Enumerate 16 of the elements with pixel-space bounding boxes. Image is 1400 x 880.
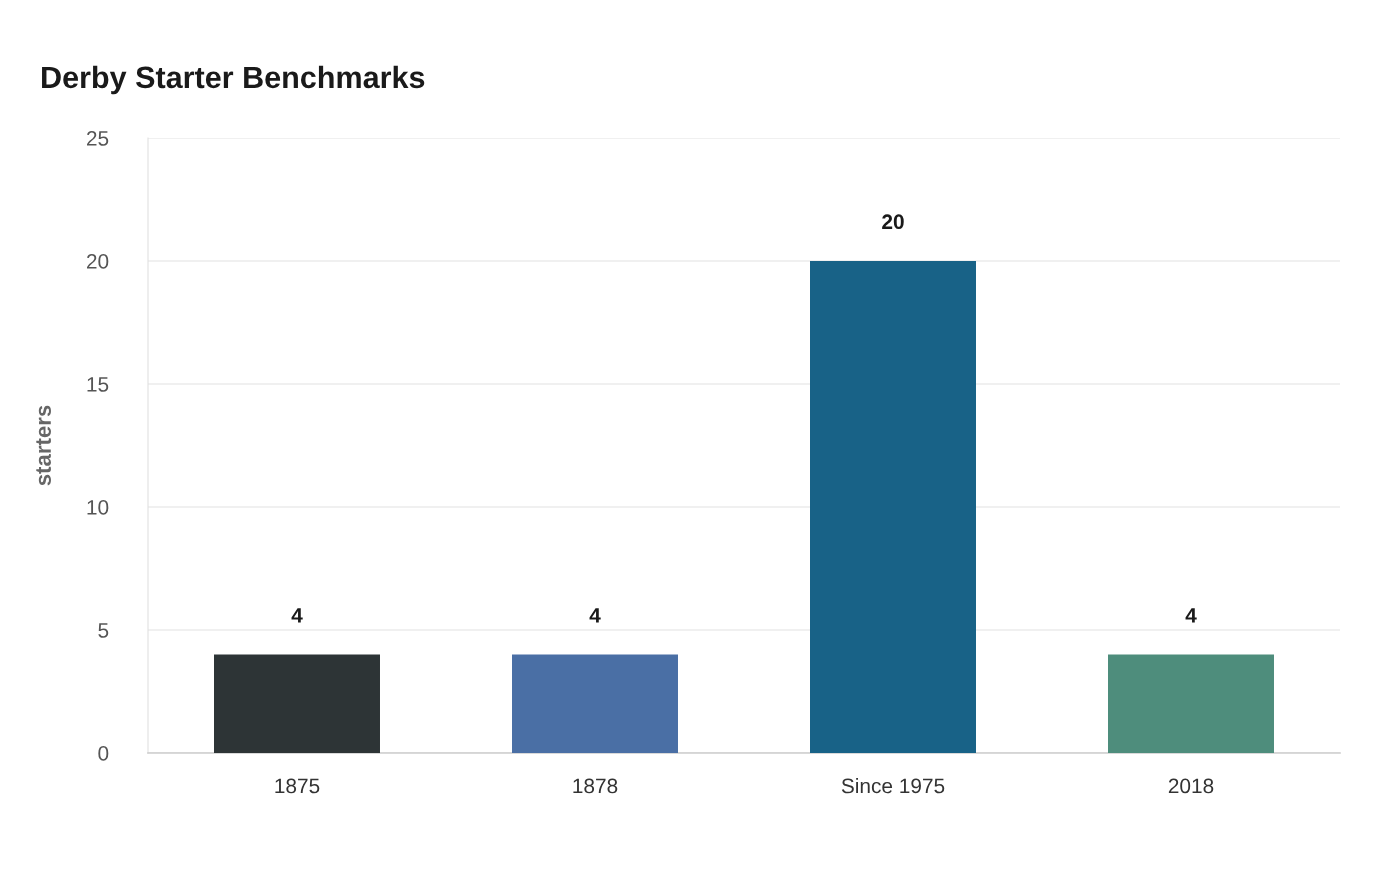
y-tick-label: 5 [98, 623, 109, 638]
y-tick-label: 25 [86, 131, 109, 146]
data-label: 20 [882, 214, 904, 230]
x-tick-label: 1878 [573, 778, 618, 794]
y-tick-label: 15 [87, 377, 109, 392]
chart-title: Derby Starter Benchmarks [42, 65, 425, 95]
x-tick-label: 2018 [1168, 778, 1214, 794]
x-tick-label: Since 1975 [841, 778, 945, 794]
y-axis-title: starters [36, 405, 51, 486]
x-tick-label: 1875 [275, 778, 320, 794]
y-tick-label: 20 [86, 254, 109, 269]
y-tick-label: 10 [87, 500, 109, 515]
y-tick-label: 0 [98, 746, 109, 761]
data-label: 4 [291, 608, 303, 623]
data-label: 4 [589, 608, 601, 623]
data-label: 4 [1185, 608, 1197, 623]
